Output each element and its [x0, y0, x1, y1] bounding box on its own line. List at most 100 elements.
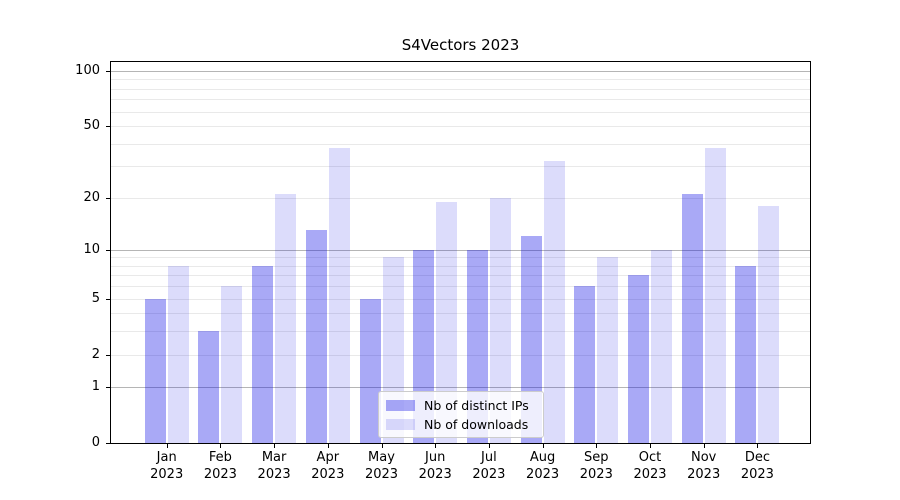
x-tick-label: Jan 2023 [135, 449, 199, 483]
y-tick-label: 10 [83, 241, 100, 257]
y-tick-mark [106, 354, 110, 356]
bar-distinct-ips [574, 286, 596, 443]
y-tick-mark [106, 443, 110, 444]
x-tick-mark [596, 444, 598, 448]
y-tick-mark [106, 197, 110, 199]
x-tick-label: Jul 2023 [457, 449, 521, 483]
bar-distinct-ips [305, 230, 327, 443]
x-tick-label: Dec 2023 [725, 449, 789, 483]
legend-label-downloads: Nb of downloads [424, 417, 529, 432]
major-gridline [111, 249, 810, 251]
x-tick-year: 2023 [418, 467, 452, 482]
bar-downloads [436, 201, 458, 443]
x-tick-label: Feb 2023 [188, 449, 252, 483]
x-tick-mark [703, 444, 705, 448]
x-tick-mark [381, 444, 383, 448]
minor-gridline [111, 275, 810, 277]
minor-gridline [111, 354, 810, 356]
major-gridline [111, 71, 810, 72]
legend-swatch-downloads [386, 419, 415, 430]
bar-distinct-ips [359, 298, 381, 443]
y-tick-mark [106, 298, 110, 300]
minor-gridline [111, 126, 810, 128]
bar-downloads [328, 147, 350, 443]
x-tick-label: Nov 2023 [672, 449, 736, 483]
x-tick-mark [327, 444, 329, 448]
y-tick-label: 20 [83, 189, 100, 205]
minor-gridline [111, 166, 810, 168]
minor-gridline [111, 331, 810, 333]
x-tick-mark [488, 444, 490, 448]
legend-item-distinct-ips: Nb of distinct IPs [386, 397, 535, 414]
bar-downloads [221, 286, 243, 443]
x-tick-mark [757, 444, 759, 448]
x-tick-year: 2023 [150, 467, 184, 482]
y-tick-mark [106, 249, 110, 251]
plot-area [110, 61, 811, 444]
bar-downloads [651, 249, 672, 443]
minor-gridline [111, 197, 810, 199]
legend: Nb of distinct IPs Nb of downloads [378, 391, 544, 438]
bar-distinct-ips [735, 265, 757, 443]
chart-title: S4Vectors 2023 [401, 36, 520, 54]
minor-gridline [111, 143, 810, 145]
bar-distinct-ips [144, 298, 166, 443]
bar-downloads [543, 161, 565, 443]
x-tick-mark [166, 444, 168, 448]
x-tick-year: 2023 [579, 467, 613, 482]
minor-gridline [111, 88, 810, 90]
legend-swatch-distinct-ips [386, 400, 415, 411]
x-tick-year: 2023 [687, 467, 721, 482]
bar-distinct-ips [252, 265, 274, 443]
x-tick-mark [220, 444, 222, 448]
x-tick-year: 2023 [740, 467, 774, 482]
x-tick-year: 2023 [203, 467, 237, 482]
x-tick-label: Jun 2023 [403, 449, 467, 483]
legend-item-downloads: Nb of downloads [386, 416, 535, 433]
y-tick-mark [106, 387, 110, 389]
x-tick-year: 2023 [633, 467, 667, 482]
x-tick-label: Sep 2023 [564, 449, 628, 483]
minor-gridline [111, 298, 810, 300]
x-tick-label: Mar 2023 [242, 449, 306, 483]
bar-downloads [489, 197, 511, 443]
y-tick-label: 100 [75, 63, 100, 78]
bar-downloads [167, 265, 189, 443]
x-tick-mark [274, 444, 276, 448]
x-tick-mark [542, 444, 544, 448]
minor-gridline [111, 313, 810, 315]
x-tick-label: Aug 2023 [511, 449, 575, 483]
y-tick-label: 1 [91, 379, 100, 395]
y-tick-mark [106, 71, 110, 72]
y-tick-label: 0 [91, 435, 100, 450]
x-tick-mark [650, 444, 651, 448]
bar-downloads [758, 205, 780, 443]
minor-gridline [111, 111, 810, 113]
y-tick-mark [106, 126, 110, 128]
minor-gridline [111, 99, 810, 101]
y-tick-label: 2 [91, 346, 100, 362]
x-tick-year: 2023 [311, 467, 345, 482]
x-tick-label: May 2023 [350, 449, 414, 483]
minor-gridline [111, 257, 810, 259]
bar-downloads [597, 257, 619, 443]
x-tick-year: 2023 [257, 467, 291, 482]
x-tick-label: Apr 2023 [296, 449, 360, 483]
x-tick-year: 2023 [472, 467, 506, 482]
bar-downloads [275, 193, 297, 443]
legend-label-distinct-ips: Nb of distinct IPs [424, 398, 529, 413]
minor-gridline [111, 265, 810, 267]
bar-distinct-ips [198, 331, 220, 443]
bar-distinct-ips [681, 193, 703, 443]
bar-distinct-ips [628, 275, 649, 443]
minor-gridline [111, 286, 810, 288]
bar-downloads [704, 147, 726, 443]
minor-gridline [111, 79, 810, 81]
x-tick-label: Oct 2023 [618, 449, 682, 483]
x-tick-year: 2023 [526, 467, 560, 482]
x-tick-mark [435, 444, 437, 448]
major-gridline [111, 387, 810, 389]
y-tick-label: 50 [83, 118, 100, 134]
y-tick-label: 5 [91, 290, 100, 306]
